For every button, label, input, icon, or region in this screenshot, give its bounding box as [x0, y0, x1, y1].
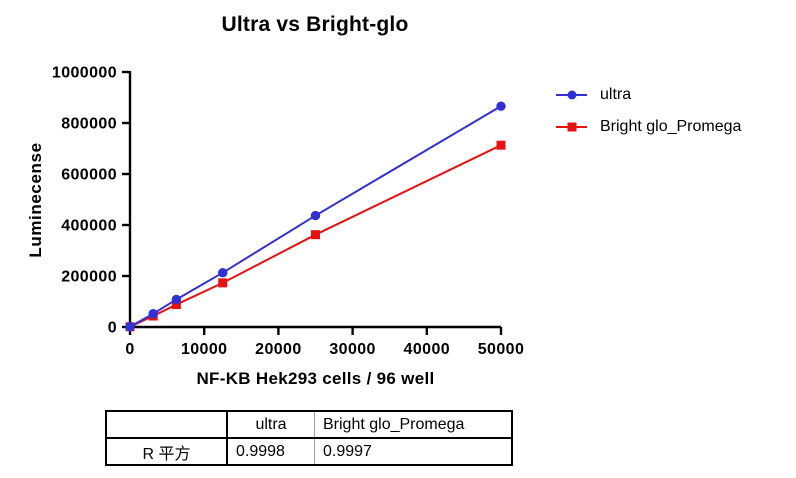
y-tick-label: 200000 [61, 269, 117, 286]
y-tick-label: 800000 [61, 116, 117, 133]
data-point-circle [496, 101, 506, 111]
data-point-circle [148, 309, 158, 319]
table-row: R 平方 0.9998 0.9997 [105, 437, 513, 466]
y-tick-label: 400000 [61, 218, 117, 235]
tick-labels: 0 200000 400000 600000 800000 1000000 0 10000 20… [52, 65, 524, 359]
x-axis-title: NF-KB Hek293 cells / 96 well [196, 369, 435, 388]
table-header-row: ultra Bright glo_Promega [105, 410, 513, 439]
data-point-square [171, 300, 181, 310]
y-axis-title: Luminecense [26, 142, 45, 258]
data-point-circle [310, 210, 321, 221]
data-point-circle [171, 294, 182, 305]
table-header-empty [105, 410, 228, 439]
x-tick-label: 10000 [181, 341, 228, 358]
data-point-square [311, 230, 320, 240]
legend-item-bright-glo: Bright glo_Promega [556, 116, 741, 138]
r-squared-ultra-value: 0.9998 [226, 437, 315, 466]
legend-item-ultra: ultra [556, 84, 741, 106]
series-bright-glo-promega [125, 140, 506, 332]
data-point-square [496, 140, 506, 150]
legend-marker [567, 90, 576, 100]
square-marker-icon [556, 121, 587, 133]
legend-label-ultra: ultra [600, 86, 632, 103]
r-squared-table: ultra Bright glo_Promega R 平方 0.9998 0.9… [105, 410, 513, 466]
r-squared-bright-glo-value: 0.9997 [314, 437, 513, 466]
data-point-circle [125, 322, 135, 332]
row-label-r-squared: R 平方 [105, 437, 228, 466]
x-tick-label: 30000 [329, 341, 376, 358]
x-tick-label: 0 [125, 341, 134, 358]
table-header-bright-glo: Bright glo_Promega [314, 410, 513, 439]
legend-label-bright-glo: Bright glo_Promega [600, 118, 742, 135]
table-header-ultra: ultra [226, 410, 315, 439]
x-tick-label: 40000 [404, 341, 451, 358]
circle-marker-icon [556, 89, 587, 101]
axes [122, 70, 503, 335]
data-point-circle [218, 267, 228, 278]
x-tick-label: 50000 [478, 341, 525, 358]
data-point-square [218, 278, 228, 288]
y-tick-label: 0 [108, 320, 117, 337]
y-tick-label: 1000000 [52, 65, 117, 82]
legend-marker [567, 122, 576, 132]
series-ultra [125, 101, 506, 332]
y-tick-label: 600000 [61, 167, 117, 184]
x-tick-label: 20000 [255, 341, 302, 358]
legend: ultra Bright glo_Promega [556, 84, 741, 148]
chart-title: Ultra vs Bright-glo [221, 13, 409, 36]
